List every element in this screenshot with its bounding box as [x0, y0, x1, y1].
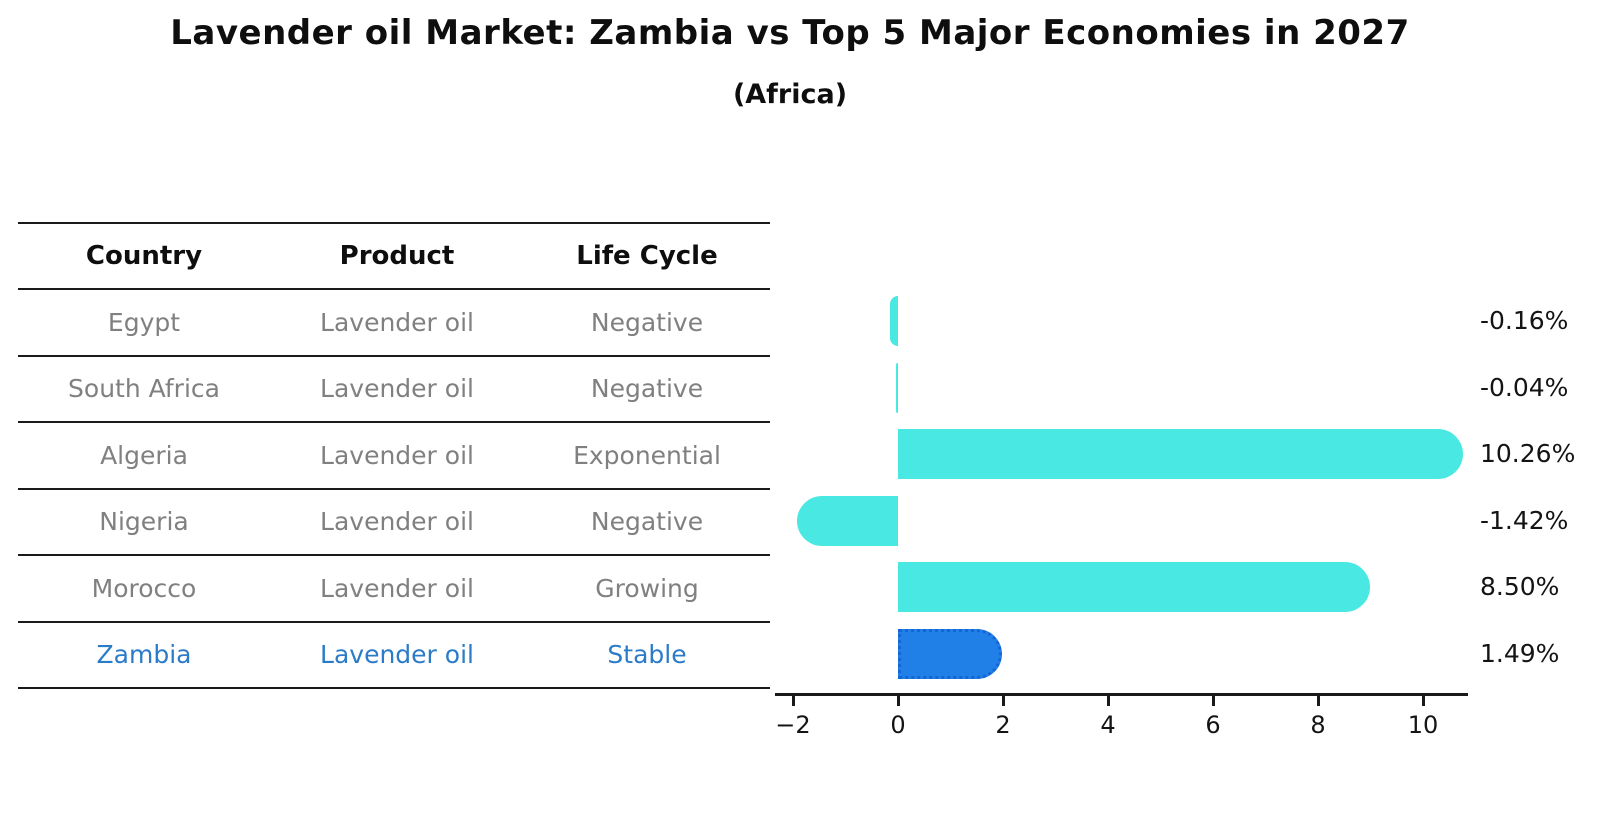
- cell-country: Egypt: [107, 307, 181, 337]
- x-axis-tick-label: 6: [1205, 711, 1221, 739]
- chart-title: Lavender oil Market: Zambia vs Top 5 Maj…: [170, 13, 1410, 53]
- table-header-cell-country: Country: [85, 241, 203, 271]
- cell-product: Lavender oil: [320, 573, 474, 603]
- x-axis-tick-label: −2: [775, 711, 811, 739]
- cell-product: Lavender oil: [320, 440, 474, 470]
- cell-product: Lavender oil: [320, 307, 474, 337]
- cell-country: Nigeria: [99, 507, 189, 537]
- table-row-nigeria: Nigeria Lavender oil Negative: [18, 490, 770, 556]
- cell-life-cycle: Negative: [590, 374, 704, 404]
- bar-zambia: [898, 628, 1003, 679]
- cell-life-cycle: Exponential: [573, 440, 721, 470]
- table-header-cell-product: Product: [339, 241, 455, 271]
- table-row-zambia: Zambia Lavender oil Stable: [18, 623, 770, 689]
- chart-subtitle: (Africa): [732, 79, 848, 110]
- value-label-algeria: 10.26%: [1480, 439, 1576, 468]
- cell-life-cycle: Negative: [590, 307, 704, 337]
- bar-morocco: [898, 562, 1371, 612]
- x-axis-tick-label: 4: [1100, 711, 1116, 739]
- cell-life-cycle: Negative: [590, 507, 704, 537]
- bar-chart-plot-area: −2 0 2 4 6 8 10: [775, 283, 1468, 739]
- bar-algeria: [898, 429, 1463, 479]
- table-row-south-africa: South Africa Lavender oil Negative: [18, 357, 770, 423]
- value-label-egypt: -0.16%: [1480, 306, 1569, 335]
- bar-nigeria: [797, 495, 898, 546]
- cell-country: Algeria: [100, 440, 188, 470]
- cell-product: Lavender oil: [320, 507, 474, 537]
- x-axis-tick: [1001, 696, 1005, 706]
- x-axis-tick: [791, 696, 795, 706]
- cell-life-cycle: Growing: [595, 573, 699, 603]
- cell-country: Zambia: [96, 640, 192, 670]
- x-axis-tick: [1106, 696, 1110, 706]
- x-axis-tick-label: 8: [1310, 711, 1326, 739]
- value-label-nigeria: -1.42%: [1480, 505, 1569, 535]
- cell-product: Lavender oil: [320, 640, 474, 670]
- x-axis-tick: [1421, 696, 1425, 706]
- x-axis-tick-label: 10: [1407, 711, 1439, 739]
- cell-product: Lavender oil: [320, 374, 474, 404]
- cell-country: Morocco: [91, 573, 197, 603]
- x-axis-tick: [1316, 696, 1320, 706]
- bar-egypt: [889, 296, 898, 346]
- value-label-zambia: 1.49%: [1480, 638, 1560, 668]
- table-row-morocco: Morocco Lavender oil Growing: [18, 556, 770, 623]
- cell-life-cycle: Stable: [607, 640, 687, 670]
- value-label-south-africa: -0.04%: [1480, 372, 1569, 402]
- table-row-algeria: Algeria Lavender oil Exponential: [18, 423, 770, 490]
- cell-country: South Africa: [68, 374, 220, 404]
- x-axis-tick-label: 0: [890, 711, 906, 739]
- table-header-cell-life-cycle: Life Cycle: [576, 241, 718, 271]
- x-axis-tick: [1211, 696, 1215, 706]
- x-axis-tick-label: 2: [995, 711, 1011, 739]
- table-header-row: Country Product Life Cycle: [18, 224, 770, 290]
- x-axis-tick: [896, 696, 900, 706]
- value-label-morocco: 8.50%: [1480, 572, 1560, 601]
- bar-south-africa: [895, 362, 898, 413]
- table-row-egypt: Egypt Lavender oil Negative: [18, 290, 770, 357]
- data-table: Country Product Life Cycle Egypt Lavender oi…: [18, 222, 770, 689]
